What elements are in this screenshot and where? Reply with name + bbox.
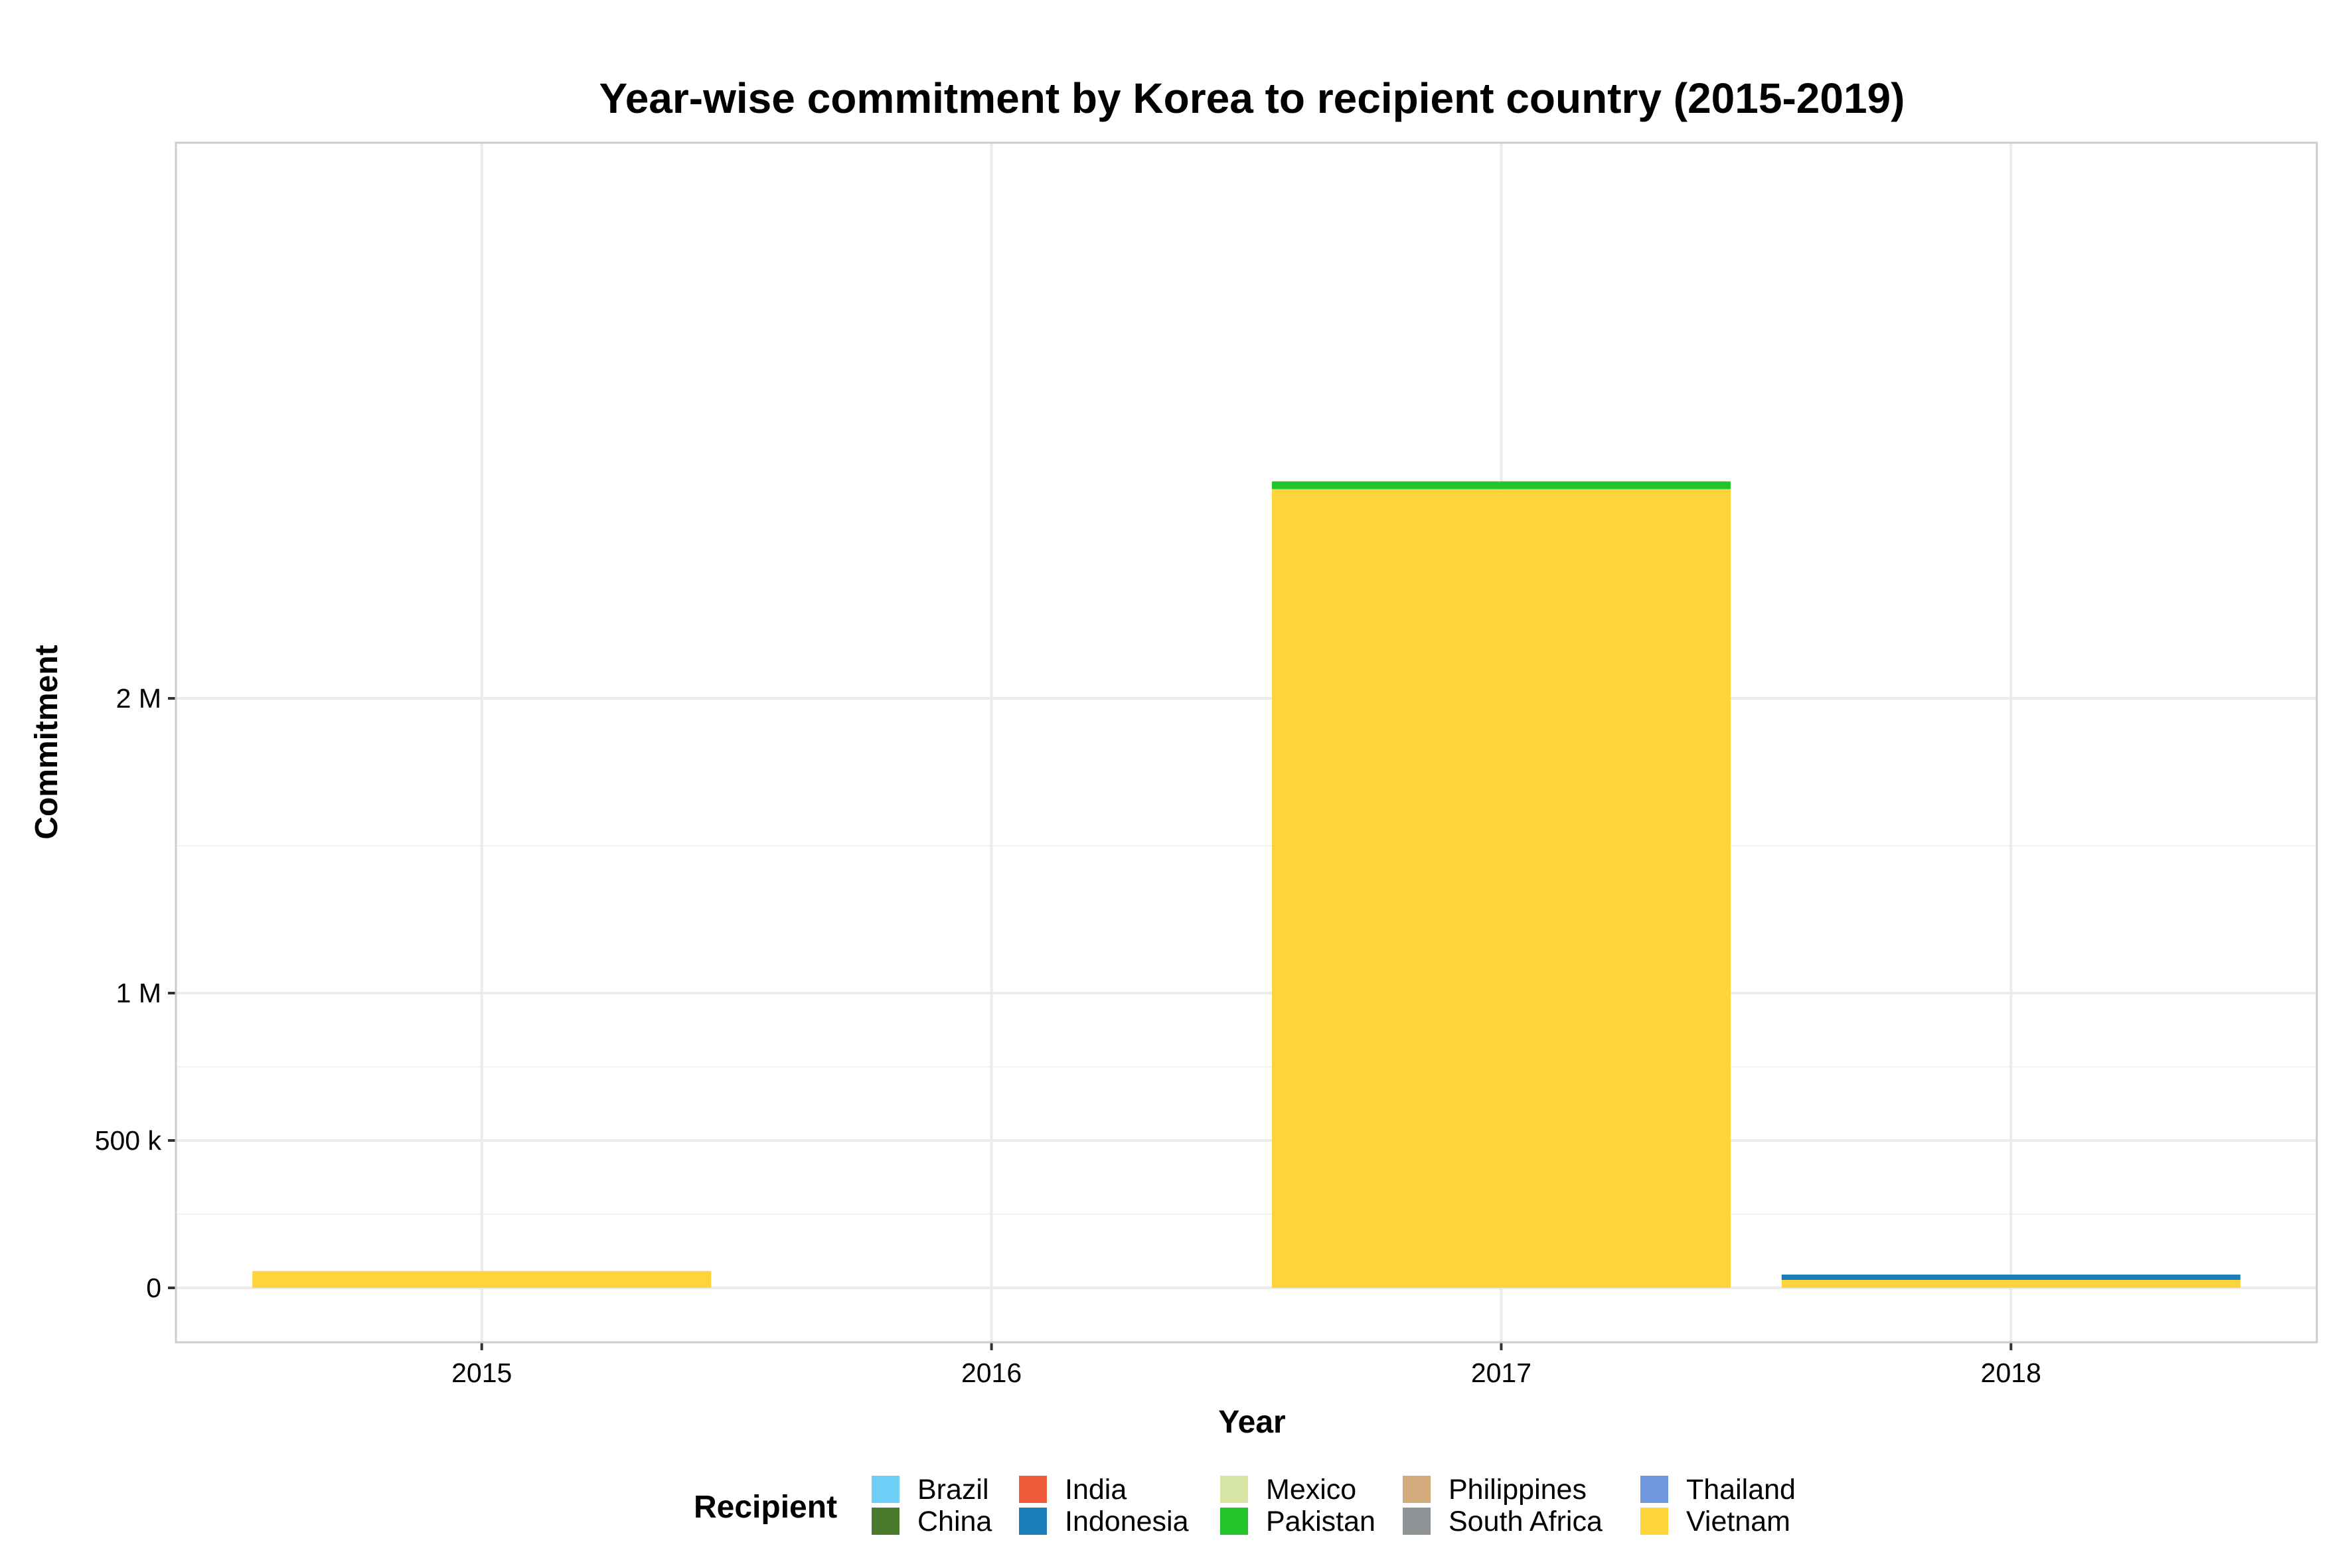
panel-background xyxy=(176,143,2317,1342)
bar-2018-indonesia xyxy=(1781,1275,2240,1281)
legend-swatch-vietnam xyxy=(1640,1508,1668,1535)
x-axis: 2015 2016 2017 2018 xyxy=(451,1342,2041,1388)
legend-swatch-south-africa xyxy=(1403,1508,1431,1535)
legend-label-mexico: Mexico xyxy=(1266,1474,1356,1506)
x-tick-label: 2016 xyxy=(961,1358,1022,1388)
legend-swatch-indonesia xyxy=(1019,1508,1047,1535)
chart-title: Year-wise commitment by Korea to recipie… xyxy=(599,74,1905,122)
y-tick-label: 0 xyxy=(146,1273,161,1303)
y-axis: 0 500 k 1 M 2 M xyxy=(95,683,176,1303)
legend-label-thailand: Thailand xyxy=(1686,1474,1796,1506)
bars xyxy=(252,481,2240,1288)
legend-swatch-brazil xyxy=(872,1476,900,1503)
legend-label-indonesia: Indonesia xyxy=(1065,1506,1189,1537)
bar-2017-vietnam xyxy=(1271,489,1731,1288)
bar-2018-vietnam xyxy=(1781,1280,2240,1288)
x-tick-label: 2018 xyxy=(1981,1358,2041,1388)
legend-swatch-mexico xyxy=(1220,1476,1248,1503)
legend-label-philippines: Philippines xyxy=(1449,1474,1587,1506)
y-tick-label: 1 M xyxy=(116,978,161,1008)
legend-title: Recipient xyxy=(694,1490,837,1525)
x-tick-label: 2017 xyxy=(1471,1358,1531,1388)
legend-label-vietnam: Vietnam xyxy=(1686,1506,1790,1537)
legend-label-south-africa: South Africa xyxy=(1449,1506,1603,1537)
plot-panel xyxy=(176,143,2317,1342)
x-axis-title: Year xyxy=(1218,1405,1285,1440)
bar-2017-pakistan xyxy=(1271,481,1731,489)
y-tick-label: 500 k xyxy=(95,1125,162,1156)
bar-2015-vietnam xyxy=(252,1271,712,1288)
legend-label-india: India xyxy=(1065,1474,1127,1506)
x-tick-label: 2015 xyxy=(451,1358,512,1388)
y-tick-label: 2 M xyxy=(116,683,161,714)
legend-label-pakistan: Pakistan xyxy=(1266,1506,1375,1537)
y-axis-title: Commitment xyxy=(29,645,64,839)
legend-swatch-pakistan xyxy=(1220,1508,1248,1535)
legend-label-china: China xyxy=(917,1506,992,1537)
legend-label-brazil: Brazil xyxy=(917,1474,989,1506)
legend-swatch-china xyxy=(872,1508,900,1535)
panel-border xyxy=(175,141,2318,1344)
legend-swatch-india xyxy=(1019,1476,1047,1503)
legend-swatch-thailand xyxy=(1640,1476,1668,1503)
legend-swatch-philippines xyxy=(1403,1476,1431,1503)
